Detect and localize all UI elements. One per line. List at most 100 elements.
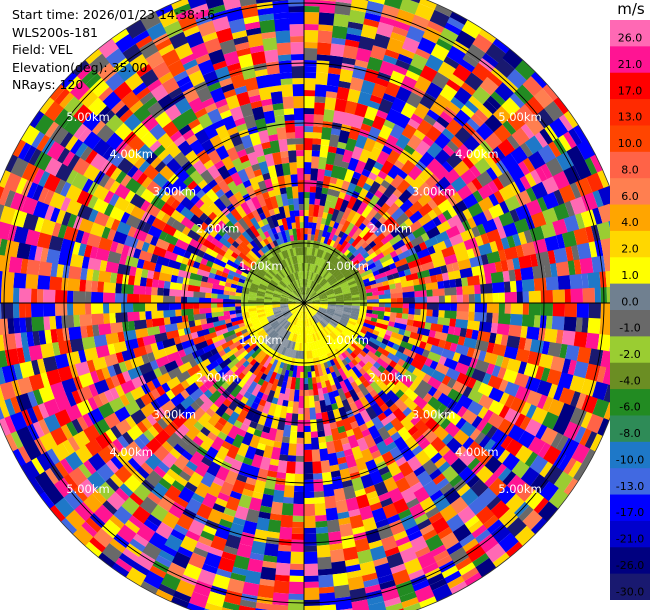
velocity-gate: [449, 474, 463, 488]
velocity-gate: [187, 0, 208, 9]
velocity-gate: [459, 327, 467, 338]
velocity-gate: [380, 4, 401, 21]
velocity-gate: [300, 365, 304, 372]
near-field-gate: [333, 286, 342, 292]
velocity-gate: [263, 237, 270, 246]
velocity-gate: [444, 310, 457, 320]
velocity-gate: [346, 196, 358, 210]
velocity-gate: [504, 195, 521, 212]
velocity-gate: [330, 470, 341, 478]
velocity-gate: [171, 219, 186, 233]
velocity-gate: [432, 288, 445, 297]
velocity-gate: [266, 531, 280, 539]
velocity-gate: [303, 563, 319, 576]
near-field-gate: [351, 300, 361, 304]
near-field-gate: [289, 295, 297, 300]
velocity-gate: [121, 370, 132, 383]
velocity-gate: [452, 523, 472, 543]
velocity-gate: [264, 49, 280, 63]
near-field-gate: [335, 298, 344, 302]
velocity-gate: [331, 364, 341, 378]
velocity-gate: [298, 192, 305, 205]
velocity-gate: [396, 179, 411, 194]
near-field-gate: [280, 296, 289, 300]
velocity-gate: [360, 328, 368, 335]
velocity-gate: [177, 348, 187, 358]
near-field-gate: [289, 282, 296, 291]
velocity-gate: [398, 270, 406, 278]
near-field-gate: [251, 320, 261, 326]
velocity-gate: [212, 502, 226, 514]
velocity-gate: [447, 206, 458, 218]
velocity-gate: [161, 212, 171, 224]
velocity-gate: [384, 602, 404, 610]
velocity-gate: [177, 140, 194, 157]
velocity-gate: [82, 459, 97, 475]
velocity-gate: [22, 212, 39, 231]
velocity-gate: [571, 443, 591, 465]
velocity-gate: [0, 380, 16, 401]
near-field-gate: [342, 270, 352, 277]
velocity-gate: [159, 164, 175, 181]
velocity-gate: [376, 318, 390, 326]
velocity-gate: [575, 177, 593, 198]
velocity-gate: [379, 403, 389, 413]
velocity-gate: [0, 185, 5, 200]
velocity-gate: [116, 524, 137, 544]
near-field-gate: [250, 282, 260, 289]
velocity-gate: [86, 233, 102, 248]
velocity-gate: [271, 592, 289, 606]
velocity-gate: [356, 334, 369, 344]
near-field-gate: [311, 305, 320, 308]
velocity-gate: [419, 65, 438, 83]
velocity-gate: [440, 531, 460, 551]
near-field-gate: [272, 296, 281, 300]
velocity-gate: [263, 542, 279, 557]
velocity-gate: [348, 388, 360, 403]
velocity-gate: [37, 288, 44, 303]
velocity-gate: [421, 403, 437, 418]
velocity-gate: [400, 244, 409, 253]
velocity-gate: [10, 430, 24, 449]
near-field-gate: [311, 300, 320, 303]
velocity-gate: [215, 188, 225, 199]
velocity-gate: [373, 232, 386, 245]
velocity-gate: [244, 76, 259, 92]
velocity-gate: [443, 280, 451, 289]
velocity-gate: [241, 160, 252, 169]
velocity-gate: [263, 110, 276, 124]
velocity-gate: [548, 141, 562, 159]
velocity-gate: [478, 487, 498, 507]
velocity-gate: [347, 415, 357, 424]
velocity-gate: [455, 344, 470, 357]
velocity-gate: [104, 376, 115, 390]
near-field-gate: [265, 290, 274, 295]
velocity-gate: [206, 431, 218, 442]
velocity-gate: [190, 42, 209, 60]
velocity-gate: [273, 207, 281, 215]
velocity-gate: [188, 96, 205, 114]
velocity-gate: [149, 359, 159, 371]
near-field-gate: [261, 253, 269, 262]
velocity-gate: [427, 209, 438, 220]
velocity-gate: [34, 216, 45, 233]
near-field-gate: [318, 294, 327, 299]
velocity-gate: [451, 402, 463, 415]
velocity-gate: [426, 303, 439, 311]
velocity-gate: [257, 412, 268, 426]
velocity-gate: [234, 357, 247, 369]
velocity-gate: [288, 388, 295, 402]
velocity-gate: [372, 329, 380, 337]
velocity-gate: [303, 551, 318, 564]
near-field-gate: [265, 288, 275, 294]
velocity-gate: [153, 144, 166, 157]
velocity-gate: [276, 42, 292, 56]
near-field-gate: [266, 270, 275, 278]
velocity-gate: [552, 170, 571, 191]
velocity-gate: [223, 50, 241, 67]
near-field-gate: [314, 323, 320, 332]
velocity-gate: [406, 319, 414, 327]
velocity-gate: [32, 184, 44, 201]
velocity-gate: [273, 109, 285, 117]
velocity-gate: [275, 30, 291, 44]
